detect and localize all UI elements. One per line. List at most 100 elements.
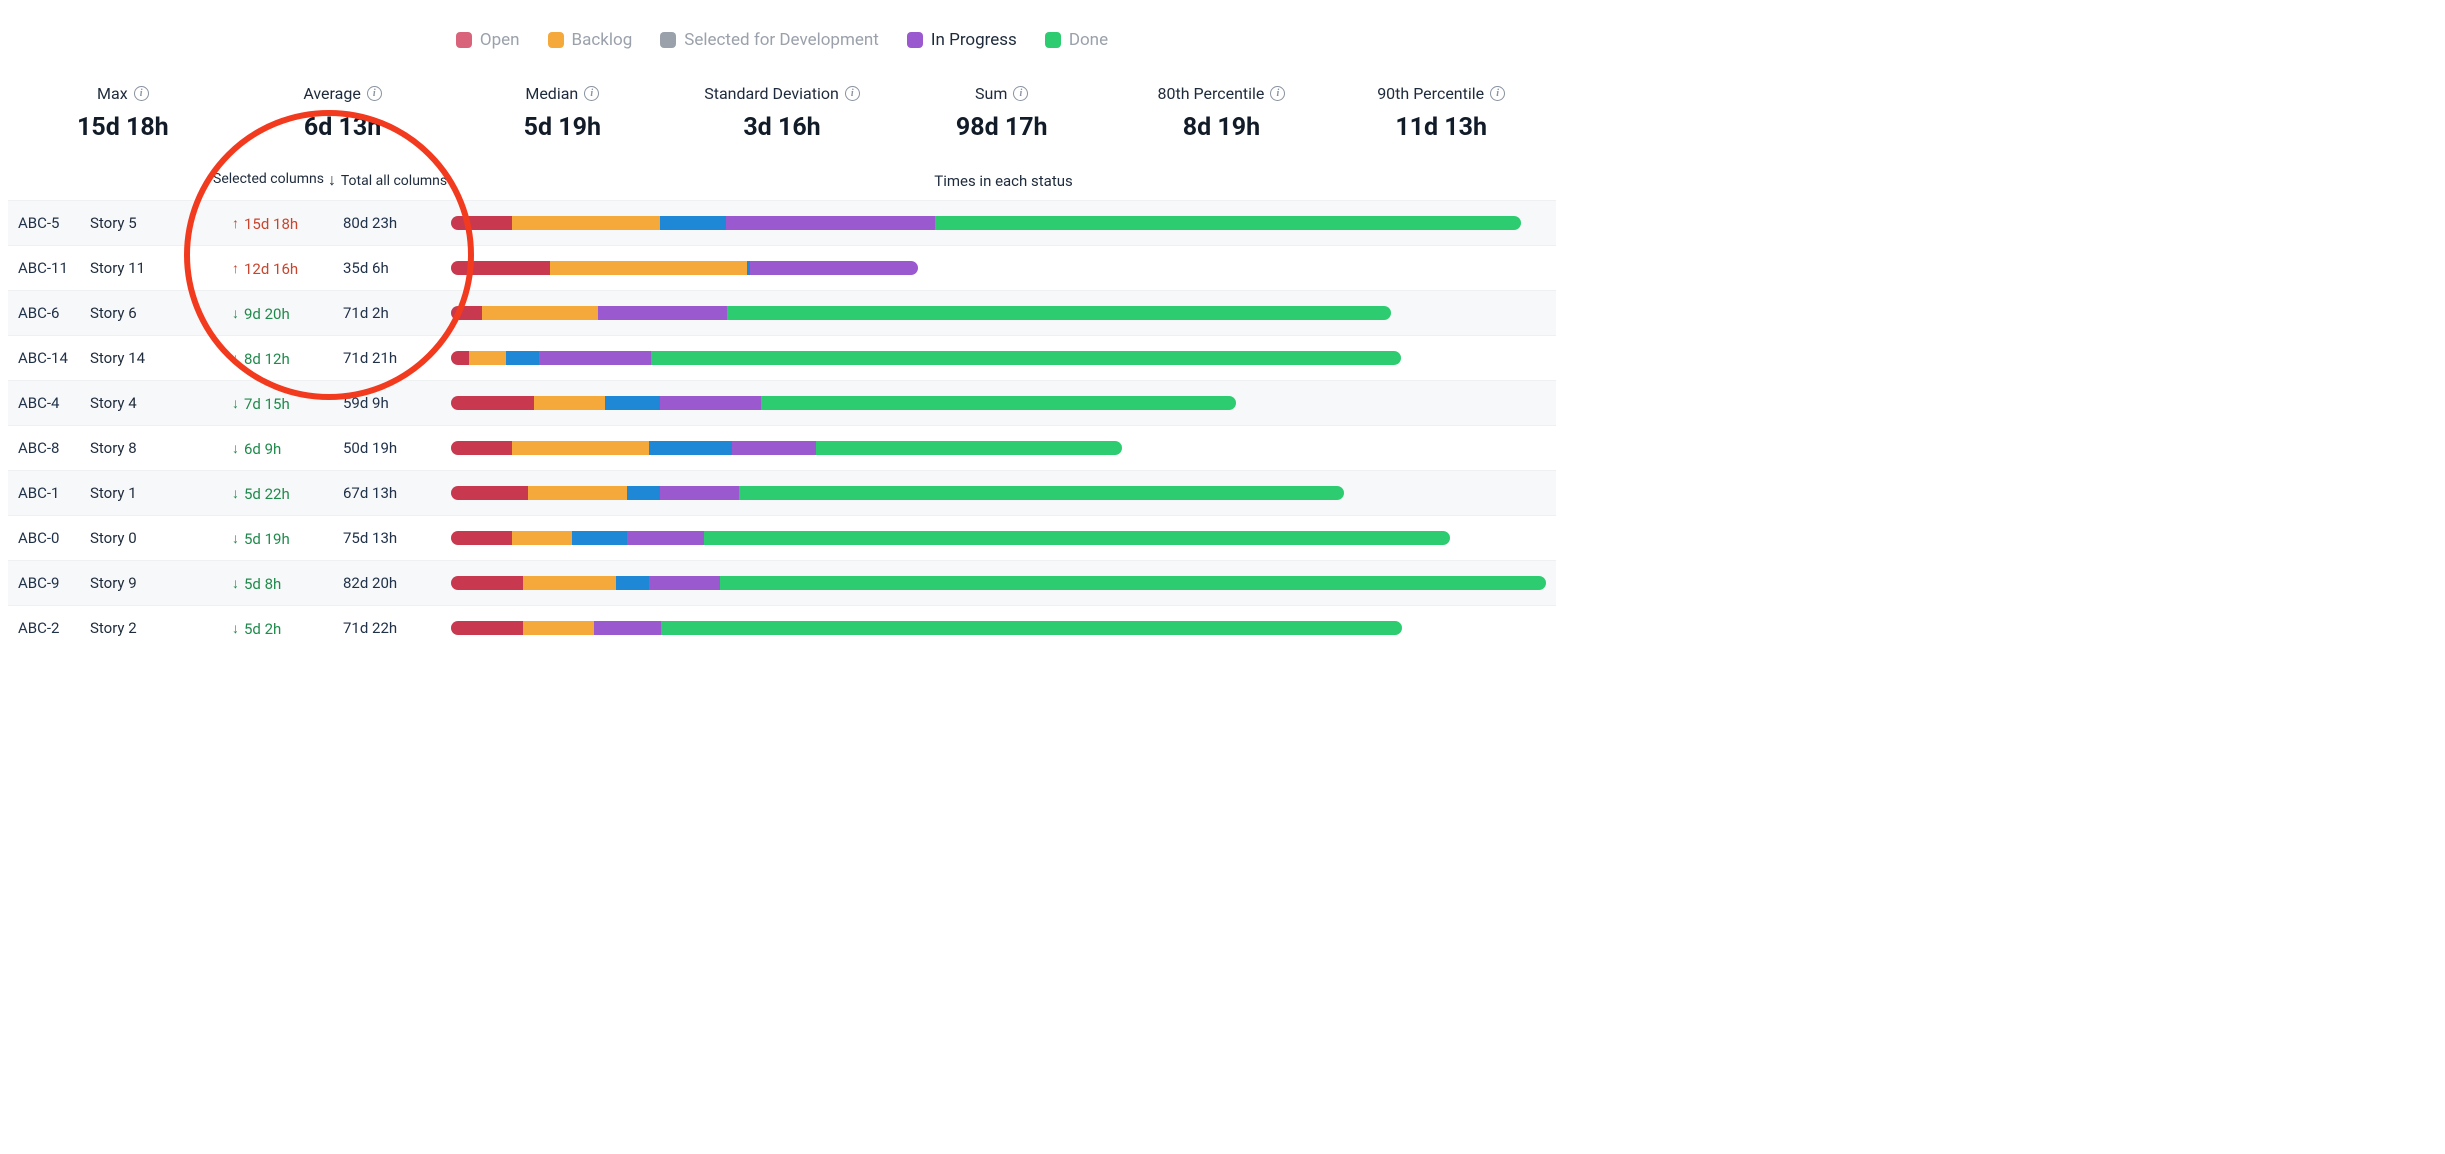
stat-value: 98d 17h [897,113,1107,142]
bar-segment-backlog[interactable] [512,531,573,545]
bar-segment-in_progress[interactable] [598,306,728,320]
bar-segment-done[interactable] [661,621,1401,635]
table-row[interactable]: ABC-8Story 8↓6d 9h50d 19h [8,425,1556,470]
selected-columns-value: ↑12d 16h [212,259,337,278]
bar-segment-backlog[interactable] [550,261,747,275]
status-stacked-bar [451,621,1402,635]
bar-segment-in_progress[interactable] [649,576,720,590]
bar-segment-done[interactable] [935,216,1522,230]
bar-segment-done[interactable] [727,306,1390,320]
col-header-selected-columns[interactable]: Selected columns ↓ [212,170,337,190]
bar-segment-selected[interactable] [627,486,660,500]
bar-segment-backlog[interactable] [469,351,506,365]
bar-segment-in_progress[interactable] [660,396,761,410]
bar-segment-done[interactable] [704,531,1450,545]
trend-down-icon: ↓ [232,307,239,321]
issue-summary[interactable]: Story 4 [80,394,212,412]
issue-summary[interactable]: Story 9 [80,574,212,592]
issue-summary[interactable]: Story 8 [80,439,212,457]
bar-segment-in_progress[interactable] [726,216,934,230]
bar-segment-open[interactable] [451,486,528,500]
legend-item-done[interactable]: Done [1045,30,1108,50]
bar-segment-open[interactable] [451,531,512,545]
issue-key[interactable]: ABC-6 [8,304,80,322]
issue-key[interactable]: ABC-2 [8,619,80,637]
table-row[interactable]: ABC-1Story 1↓5d 22h67d 13h [8,470,1556,515]
issue-summary[interactable]: Story 11 [80,259,212,277]
bar-segment-open[interactable] [451,621,523,635]
col-header-total-columns[interactable]: Total all columns [337,173,451,191]
status-stacked-bar [451,576,1546,590]
bar-segment-done[interactable] [720,576,1546,590]
bar-segment-open[interactable] [451,396,534,410]
bar-segment-done[interactable] [761,396,1236,410]
bar-segment-backlog[interactable] [523,576,617,590]
bar-segment-backlog[interactable] [534,396,606,410]
table-row[interactable]: ABC-9Story 9↓5d 8h82d 20h [8,560,1556,605]
bar-segment-in_progress[interactable] [539,351,651,365]
issue-summary[interactable]: Story 6 [80,304,212,322]
trend-down-icon: ↓ [232,622,239,636]
total-columns-value: 80d 23h [337,214,451,232]
bar-segment-done[interactable] [816,441,1122,455]
bar-segment-selected[interactable] [605,396,660,410]
issue-key[interactable]: ABC-4 [8,394,80,412]
issue-key[interactable]: ABC-14 [8,349,80,367]
legend-item-selected-for-development[interactable]: Selected for Development [660,30,879,50]
bar-segment-open[interactable] [451,306,482,320]
info-icon[interactable]: i [584,86,599,101]
issue-key[interactable]: ABC-8 [8,439,80,457]
bar-segment-selected[interactable] [572,531,627,545]
trend-value: 5d 8h [244,575,281,593]
bar-segment-selected[interactable] [660,216,726,230]
legend-item-in-progress[interactable]: In Progress [907,30,1017,50]
bar-segment-open[interactable] [451,441,512,455]
bar-segment-in_progress[interactable] [732,441,816,455]
table-row[interactable]: ABC-2Story 2↓5d 2h71d 22h [8,605,1556,650]
bar-segment-backlog[interactable] [512,441,650,455]
table-row[interactable]: ABC-5Story 5↑15d 18h80d 23h [8,200,1556,245]
bar-segment-done[interactable] [739,486,1344,500]
issue-key[interactable]: ABC-11 [8,259,80,277]
issue-summary[interactable]: Story 1 [80,484,212,502]
issue-summary[interactable]: Story 14 [80,349,212,367]
table-row[interactable]: ABC-6Story 6↓9d 20h71d 2h [8,290,1556,335]
bar-segment-done[interactable] [651,351,1401,365]
bar-segment-in_progress[interactable] [627,531,704,545]
table-row[interactable]: ABC-4Story 4↓7d 15h59d 9h [8,380,1556,425]
info-icon[interactable]: i [134,86,149,101]
bar-segment-selected[interactable] [649,441,732,455]
bar-segment-selected[interactable] [616,576,649,590]
issue-summary[interactable]: Story 0 [80,529,212,547]
legend-item-backlog[interactable]: Backlog [548,30,633,50]
status-stacked-bar [451,396,1236,410]
info-icon[interactable]: i [1013,86,1028,101]
issue-summary[interactable]: Story 2 [80,619,212,637]
bar-segment-in_progress[interactable] [750,261,917,275]
info-icon[interactable]: i [1490,86,1505,101]
total-columns-value: 75d 13h [337,529,451,547]
bar-segment-open[interactable] [451,216,512,230]
bar-segment-open[interactable] [451,261,550,275]
issue-key[interactable]: ABC-1 [8,484,80,502]
table-row[interactable]: ABC-11Story 11↑12d 16h35d 6h [8,245,1556,290]
issue-key[interactable]: ABC-5 [8,214,80,232]
bar-segment-in_progress[interactable] [594,621,661,635]
info-icon[interactable]: i [845,86,860,101]
legend-item-open[interactable]: Open [456,30,520,50]
bar-segment-open[interactable] [451,351,469,365]
bar-segment-in_progress[interactable] [660,486,738,500]
table-row[interactable]: ABC-14Story 14↓8d 12h71d 21h [8,335,1556,380]
info-icon[interactable]: i [367,86,382,101]
bar-segment-backlog[interactable] [523,621,595,635]
bar-segment-backlog[interactable] [528,486,627,500]
info-icon[interactable]: i [1270,86,1285,101]
bar-segment-open[interactable] [451,576,523,590]
issue-key[interactable]: ABC-0 [8,529,80,547]
table-row[interactable]: ABC-0Story 0↓5d 19h75d 13h [8,515,1556,560]
bar-segment-backlog[interactable] [512,216,661,230]
issue-key[interactable]: ABC-9 [8,574,80,592]
issue-summary[interactable]: Story 5 [80,214,212,232]
bar-segment-selected[interactable] [506,351,539,365]
bar-segment-backlog[interactable] [482,306,598,320]
